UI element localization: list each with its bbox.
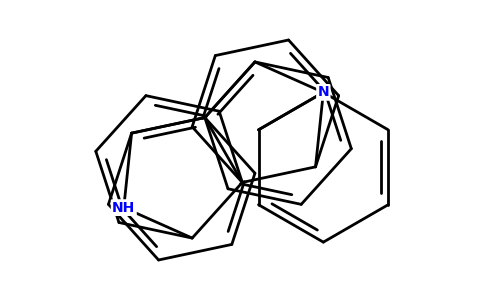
- Text: NH: NH: [112, 201, 136, 214]
- Text: N: N: [318, 85, 329, 99]
